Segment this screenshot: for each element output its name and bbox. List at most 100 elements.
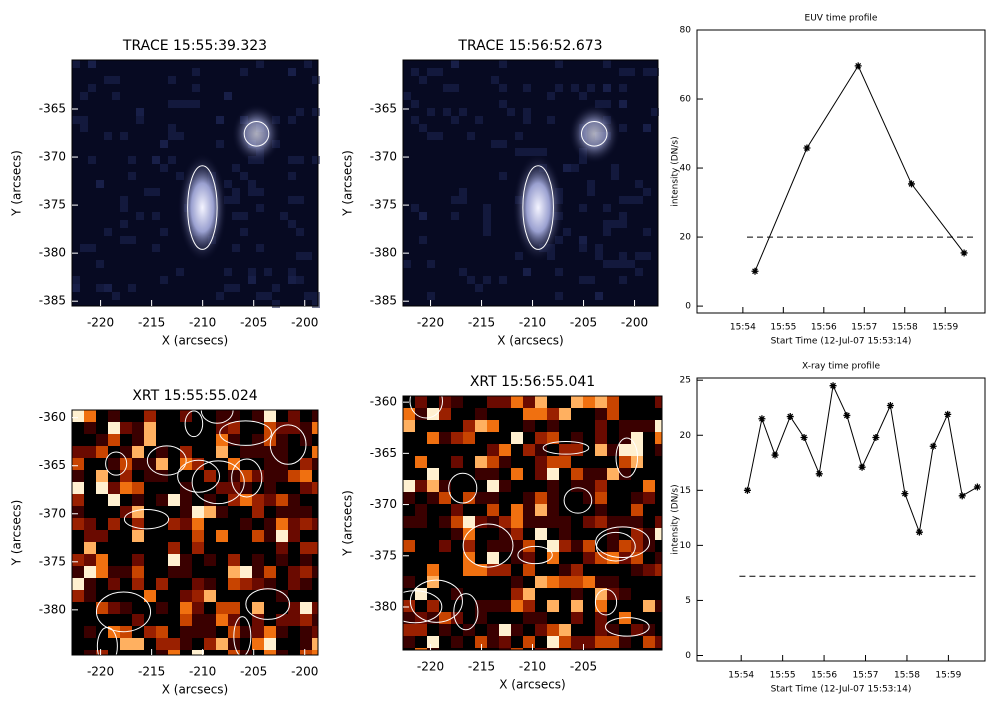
image-pixel	[499, 100, 507, 108]
image-pixel	[288, 578, 300, 590]
image-pixel	[603, 204, 611, 212]
image-pixel	[84, 542, 96, 554]
image-pixel	[192, 542, 204, 554]
image-pixel	[296, 108, 304, 116]
image-pixel	[487, 492, 499, 504]
image-pixel	[180, 482, 192, 494]
image-pixel	[160, 164, 168, 172]
image-pixel	[475, 284, 483, 292]
image-pixel	[128, 172, 136, 180]
image-pixel	[312, 76, 320, 84]
image-pixel	[156, 458, 168, 470]
image-pixel	[276, 542, 288, 554]
image-pixel	[136, 108, 144, 116]
image-pixel	[451, 396, 463, 408]
y-axis-label: Y (arcsecs)	[10, 500, 24, 567]
image-pixel	[240, 518, 252, 530]
image-pixel	[96, 602, 108, 614]
image-pixel	[248, 188, 256, 196]
image-pixel	[216, 292, 224, 300]
image-pixel	[535, 504, 547, 516]
image-pixel	[439, 612, 451, 624]
image-pixel	[312, 292, 320, 300]
image-pixel	[511, 540, 523, 552]
image-pixel	[547, 648, 559, 650]
image-pixel	[483, 204, 491, 212]
image-pixel	[180, 446, 192, 458]
image-pixel	[180, 614, 192, 626]
image-pixel	[112, 92, 120, 100]
image-pixel	[168, 566, 180, 578]
image-pixel	[655, 420, 662, 432]
image-pixel	[264, 410, 276, 422]
image-pixel	[635, 196, 643, 204]
image-pixel	[535, 528, 547, 540]
image-pixel	[160, 276, 168, 284]
image-pixel	[300, 650, 312, 655]
image-pixel	[595, 244, 603, 252]
image-pixel	[555, 84, 563, 92]
image-pixel	[204, 638, 216, 650]
x-tick-label: 15:54	[730, 323, 756, 333]
image-pixel	[547, 420, 559, 432]
y-tick-label: -375	[39, 554, 66, 568]
image-pixel	[483, 276, 491, 284]
image-pixel	[643, 124, 651, 132]
image-pixel	[547, 468, 559, 480]
image-pixel	[312, 482, 318, 494]
image-pixel	[595, 576, 607, 588]
x-tick-label: 15:57	[851, 323, 877, 333]
image-pixel	[403, 260, 411, 268]
image-pixel	[583, 648, 595, 650]
image-pixel	[511, 504, 523, 516]
contour	[187, 165, 218, 250]
image-pixel	[559, 636, 571, 648]
y-tick-label: -370	[370, 497, 397, 511]
image-pixel	[547, 480, 559, 492]
image-pixel	[487, 456, 499, 468]
contour	[219, 420, 272, 446]
image-pixel	[583, 552, 595, 564]
image-pixel	[216, 482, 228, 494]
contour	[269, 424, 307, 465]
image-pixel	[84, 518, 96, 530]
y-tick-label: -380	[370, 246, 397, 260]
chart-title: EUV time profile	[805, 14, 878, 24]
image-pixel	[643, 188, 651, 196]
image-pixel	[523, 600, 535, 612]
image-pixel	[415, 396, 427, 408]
x-tick-label: -205	[570, 660, 597, 674]
image-pixel	[300, 470, 312, 482]
image-pixel	[511, 432, 523, 444]
image-pixel	[535, 408, 547, 420]
image-pixel	[252, 530, 264, 542]
image-pixel	[228, 566, 240, 578]
image-pixel	[499, 172, 507, 180]
y-tick-label: -360	[370, 395, 397, 409]
image-pixel	[112, 292, 120, 300]
contour	[95, 591, 152, 633]
x-tick-label: -205	[240, 316, 267, 330]
image-pixel	[304, 252, 312, 260]
contour	[243, 121, 270, 147]
image-pixel	[156, 578, 168, 590]
image-pixel	[655, 600, 662, 612]
image-pixel	[635, 180, 643, 188]
image-pixel	[228, 470, 240, 482]
image-pixel	[72, 506, 84, 518]
image-pixel	[559, 576, 571, 588]
x-tick-label: -200	[621, 316, 648, 330]
image-pixel	[463, 540, 475, 552]
x-tick-label: -210	[189, 665, 216, 679]
image-pixel	[535, 456, 547, 468]
y-tick-label: -385	[370, 294, 397, 308]
image-pixel	[132, 638, 144, 650]
image-pixel	[439, 408, 451, 420]
image-pixel	[312, 626, 318, 638]
image-pixel	[463, 432, 475, 444]
y-tick-label: -380	[39, 602, 66, 616]
image-pixel	[511, 468, 523, 480]
image-pixel	[72, 566, 84, 578]
image-pixel	[487, 636, 499, 648]
image-pixel	[72, 590, 84, 602]
